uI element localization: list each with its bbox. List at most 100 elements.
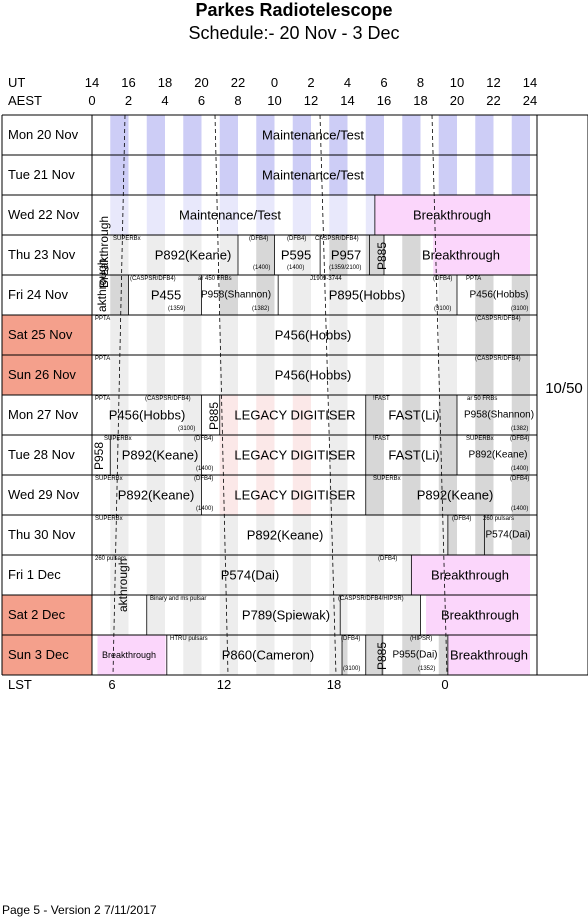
note: (3100) [178,426,196,432]
note: SUPERBx [466,436,494,442]
note: CASPSR/DFB4) [315,236,359,242]
block-breakthrough-wed22: Breakthrough [412,207,492,223]
note: 260 pulsars [483,516,515,522]
note: SUPERBx [113,236,141,242]
note: Binary and ms pulsar [150,596,207,602]
hour-stripe [511,395,530,435]
note: (3100) [511,306,529,312]
hour-stripe [292,115,311,155]
allocation-fill [92,515,448,555]
hour-stripe [329,235,348,275]
hour-stripe [256,155,275,195]
allocation-fill [92,355,457,395]
allocation-fill [92,555,412,595]
ut-tick-label: 16 [121,75,136,90]
ut-tick-label: 4 [343,75,352,90]
aest-tick-label: 24 [522,93,538,108]
block-p789-sat2: P789(Spiewak) [241,607,331,623]
aest-tick-label: 18 [413,93,428,108]
day-label: Wed 22 Nov [8,207,80,222]
note: !FAST [373,396,390,402]
note: SUPERBx [104,436,132,442]
note: J1909-3744 [310,276,342,282]
note: (1400) [511,466,529,472]
hour-stripe [511,435,530,475]
note: (CASPSR/DFB4) [130,276,176,282]
hour-stripe [183,155,202,195]
block-p456-mon27: P456(Hobbs) [108,407,186,423]
note: (DFB4) [249,236,269,242]
ut-tick-label: 14 [522,75,538,90]
ut-tick-label: 14 [84,75,100,90]
note: ar 450 FRBs [198,276,232,282]
note: (CASPSR/DFB4) [145,396,191,402]
note: (CASPSR/DFB4) [475,316,521,322]
note: (3100) [434,306,452,312]
day-label: Mon 27 Nov [8,407,79,422]
note: (1352) [418,666,436,672]
block-p958-mon27: P958(Shannon) [463,409,535,421]
note: (1382) [511,426,529,432]
block-p958-fri24: P958(Shannon) [200,289,272,301]
note: SUPERBx [95,476,123,482]
note: (1382) [252,306,270,312]
aest-tick-label: 2 [124,93,133,108]
note: (1359) [168,306,186,312]
note: 260 pulsars [95,556,127,562]
ut-label: UT [8,75,26,90]
day-label: Tue 21 Nov [8,167,75,182]
lst-tick-label: 12 [216,677,232,692]
breakthrough-block [425,595,530,635]
hour-stripe [365,235,384,275]
aest-tick-label: 8 [234,93,242,108]
allocation-fill [92,395,202,435]
block-p892-tue28-b: P892(Keane) [468,449,528,461]
block-maintenance-mon20: Maintenance/Test [262,127,364,143]
ut-tick-label: 20 [194,75,209,90]
hour-stripe [110,115,129,155]
allocation-fill [110,235,238,275]
hour-stripe [475,475,494,515]
block-breakthrough-thu23: Breakthrough [421,247,501,263]
hour-stripe [329,155,348,195]
aest-tick-label: 0 [88,93,96,108]
hour-stripe [475,435,494,475]
note: (DFB4) [194,436,214,442]
hour-stripe [256,115,275,155]
aest-label: AEST [8,93,42,108]
block-p860-sun3: P860(Cameron) [221,647,315,663]
lst-tick-label: 18 [326,677,342,692]
hour-stripe [110,155,129,195]
lst-label: LST [8,677,32,692]
note: (1359/2100) [329,265,362,271]
allocation-fill [92,315,457,355]
block-legacy-mon27: LEGACY DIGITISER [234,407,356,423]
hour-stripe [219,115,238,155]
weekend-cell [2,355,92,395]
hour-stripe [329,115,348,155]
allocation-fill [97,195,375,235]
note: (CASPSR/DFB4) [475,356,521,362]
block-p574-thu30: P574(Dai) [485,529,531,541]
note: SUPERBx [373,476,401,482]
block-fast-tue28: FAST(Li) [388,447,440,463]
block-p957-thu23: P957 [330,247,362,263]
lst-tick-label: 0 [441,677,449,692]
hour-stripe [475,275,494,315]
block-p958-vertical-tue28: P958 [92,441,106,470]
note: (HIPSR) [410,636,433,642]
ut-tick-label: 18 [157,75,173,90]
hour-stripe [511,115,530,155]
note: !FAST [373,436,390,442]
allocation-fill [165,635,343,675]
hour-stripe [365,635,384,675]
block-p885-thu23: P885 [375,241,389,270]
allocation-fill [219,435,366,475]
block-p892-thu30: P892(Keane) [246,527,324,543]
hour-stripe [511,355,530,395]
hour-stripe [183,115,202,155]
ut-tick-label: 22 [230,75,246,90]
hour-stripe [475,155,494,195]
aest-tick-label: 20 [449,93,465,108]
